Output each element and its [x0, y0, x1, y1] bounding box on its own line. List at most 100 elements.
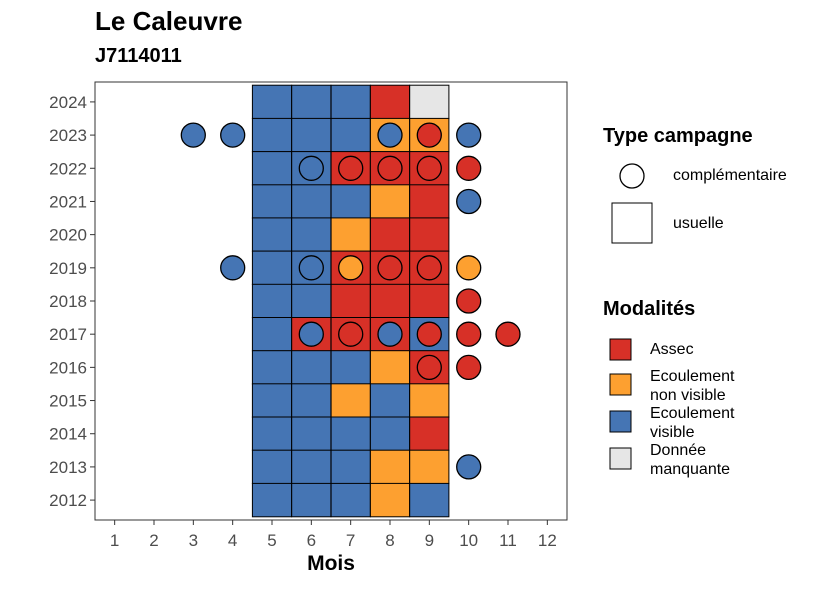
point-2017-8: [377, 321, 403, 347]
tile-2016-5: [251, 350, 293, 385]
legend-key-complementaire: [619, 163, 645, 189]
legend-type-usuelle: usuelle: [673, 215, 724, 232]
chart-subtitle: J7114011: [95, 45, 182, 67]
point-2021-10: [456, 188, 482, 215]
tile-2023-7: [330, 117, 371, 153]
tile-2015-6: [291, 383, 332, 418]
point-2019-6: [298, 255, 324, 281]
tile-2021-5: [251, 184, 293, 219]
legend-key-donnee-manquante: [609, 447, 632, 470]
point-2022-8: [377, 155, 403, 181]
tile-2012-8: [369, 482, 411, 518]
tile-2013-7: [330, 449, 371, 485]
point-2017-11: [495, 321, 521, 347]
tile-2020-8: [369, 217, 411, 252]
point-2016-10: [456, 354, 482, 381]
point-2022-10: [456, 155, 482, 181]
tile-2018-5: [251, 283, 293, 319]
tile-2013-6: [291, 449, 332, 485]
y-tick-label-2022: 2022: [49, 159, 87, 178]
tile-2016-8: [369, 350, 411, 385]
tile-2024-7: [330, 84, 371, 120]
y-tick-label-2012: 2012: [49, 491, 87, 510]
tile-2023-5: [251, 117, 293, 153]
y-tick-label-2019: 2019: [49, 259, 87, 278]
tile-2015-7: [330, 383, 371, 418]
legend-item-ecoulement-non-visible: Ecoulement non visible: [650, 368, 735, 404]
point-2018-10: [456, 288, 482, 314]
x-tick-label-4: 4: [228, 531, 237, 550]
point-2023-10: [456, 122, 482, 148]
point-2013-10: [456, 454, 482, 480]
point-2019-9: [416, 255, 442, 281]
point-2017-10: [456, 321, 482, 347]
point-2023-4: [220, 122, 246, 148]
tile-2022-5: [251, 151, 293, 186]
tile-2020-6: [291, 217, 332, 252]
x-axis-label: Mois: [307, 552, 355, 575]
tile-2013-8: [369, 449, 411, 485]
tile-2020-9: [409, 217, 450, 252]
tile-2018-9: [409, 283, 450, 319]
legend-key-usuelle: [611, 202, 653, 244]
tile-2017-5: [251, 317, 293, 352]
tile-2013-9: [409, 449, 450, 485]
tile-2018-8: [369, 283, 411, 319]
tile-2021-8: [369, 184, 411, 219]
tile-2012-7: [330, 482, 371, 518]
tile-2024-8: [369, 84, 411, 120]
tile-2021-6: [291, 184, 332, 219]
tile-2020-7: [330, 217, 371, 252]
tile-2014-8: [369, 416, 411, 451]
legend-key-ecoulement-visible: [609, 410, 632, 433]
y-tick-label-2018: 2018: [49, 292, 87, 311]
legend-item-assec: Assec: [650, 341, 694, 358]
point-2022-7: [338, 155, 364, 181]
legend-type-title: Type campagne: [603, 125, 753, 147]
point-2019-4: [220, 255, 246, 281]
tile-2015-9: [409, 383, 450, 418]
tile-2013-5: [251, 449, 293, 485]
tile-2014-7: [330, 416, 371, 451]
tile-2014-5: [251, 416, 293, 451]
tile-2016-7: [330, 350, 371, 385]
x-tick-label-2: 2: [149, 531, 158, 550]
tile-2018-7: [330, 283, 371, 319]
tile-2024-9: [409, 84, 450, 120]
x-tick-label-6: 6: [307, 531, 316, 550]
y-tick-label-2023: 2023: [49, 126, 87, 145]
tile-2015-5: [251, 383, 293, 418]
point-2022-9: [416, 155, 442, 181]
tile-2019-5: [251, 250, 293, 286]
tile-2012-6: [291, 482, 332, 518]
legend-type-complementaire: complémentaire: [673, 167, 787, 184]
point-2023-3: [180, 122, 206, 148]
tile-2021-7: [330, 184, 371, 219]
y-tick-label-2021: 2021: [49, 192, 87, 211]
tile-2015-8: [369, 383, 411, 418]
tile-2012-9: [409, 482, 450, 518]
x-tick-label-12: 12: [538, 531, 557, 550]
y-tick-label-2017: 2017: [49, 325, 87, 344]
tile-2014-9: [409, 416, 450, 451]
tile-2018-6: [291, 283, 332, 319]
x-tick-label-5: 5: [267, 531, 276, 550]
legend-item-ecoulement-visible: Ecoulement visible: [650, 405, 735, 441]
legend-key-ecoulement-non-visible: [609, 373, 632, 396]
point-2017-7: [338, 321, 364, 347]
tile-2023-6: [291, 117, 332, 153]
tile-2021-9: [409, 184, 450, 219]
point-2019-7: [338, 255, 364, 281]
chart-title: Le Caleuvre: [95, 6, 243, 36]
point-2019-8: [377, 255, 403, 281]
legend-item-donnee-manquante: Donnée manquante: [650, 442, 731, 478]
tile-2020-5: [251, 217, 293, 252]
x-tick-label-9: 9: [425, 531, 434, 550]
y-tick-label-2024: 2024: [49, 93, 87, 112]
x-tick-label-3: 3: [189, 531, 198, 550]
point-2023-9: [416, 122, 442, 148]
point-2023-8: [377, 122, 403, 148]
point-2017-6: [298, 321, 324, 347]
y-tick-label-2015: 2015: [49, 392, 87, 411]
